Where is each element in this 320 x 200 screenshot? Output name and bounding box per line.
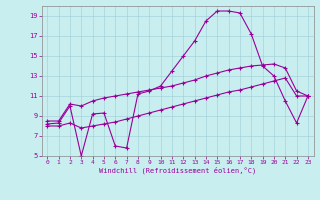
X-axis label: Windchill (Refroidissement éolien,°C): Windchill (Refroidissement éolien,°C)	[99, 167, 256, 174]
